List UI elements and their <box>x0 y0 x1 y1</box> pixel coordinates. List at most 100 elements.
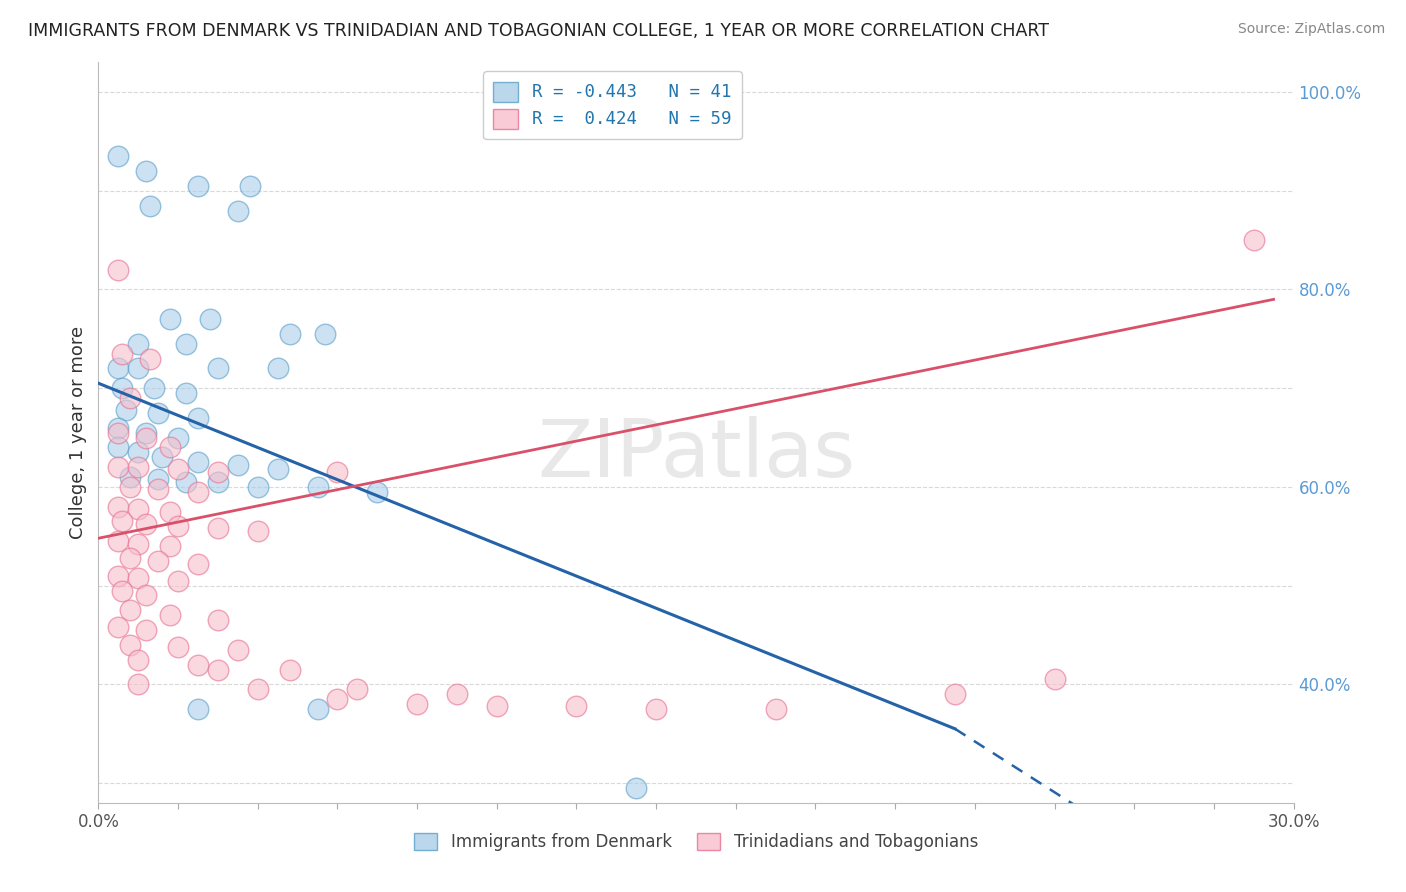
Point <box>226 458 249 473</box>
Point <box>174 386 197 401</box>
Point <box>174 336 197 351</box>
Point <box>107 361 129 376</box>
Point <box>135 425 157 440</box>
Point <box>226 642 249 657</box>
Point <box>626 780 648 795</box>
Point <box>107 500 129 514</box>
Point <box>111 381 134 395</box>
Point <box>246 682 269 697</box>
Point <box>187 484 209 499</box>
Point <box>174 475 197 489</box>
Point <box>120 638 142 652</box>
Point <box>207 613 229 627</box>
Point <box>326 465 349 479</box>
Point <box>111 583 134 598</box>
Point <box>159 505 181 519</box>
Point <box>485 699 508 714</box>
Text: ZIPatlas: ZIPatlas <box>537 416 855 494</box>
Point <box>645 702 668 716</box>
Point <box>135 164 157 178</box>
Point <box>120 551 142 566</box>
Point <box>565 699 588 714</box>
Point <box>307 480 329 494</box>
Point <box>346 682 368 697</box>
Point <box>446 687 468 701</box>
Point <box>107 460 129 475</box>
Point <box>1243 233 1265 247</box>
Point <box>115 403 138 417</box>
Point <box>207 361 229 376</box>
Point <box>120 480 142 494</box>
Point <box>267 462 290 476</box>
Point <box>127 501 149 516</box>
Point <box>107 149 129 163</box>
Point <box>187 657 209 672</box>
Point <box>148 406 170 420</box>
Point <box>120 470 142 484</box>
Point <box>127 653 149 667</box>
Point <box>159 539 181 553</box>
Point <box>127 445 149 459</box>
Legend: Immigrants from Denmark, Trinidadians and Tobagonians: Immigrants from Denmark, Trinidadians an… <box>408 826 984 857</box>
Text: IMMIGRANTS FROM DENMARK VS TRINIDADIAN AND TOBAGONIAN COLLEGE, 1 YEAR OR MORE CO: IMMIGRANTS FROM DENMARK VS TRINIDADIAN A… <box>28 22 1049 40</box>
Point <box>135 431 157 445</box>
Point <box>239 178 262 193</box>
Point <box>107 568 129 582</box>
Point <box>127 336 149 351</box>
Point <box>1043 673 1066 687</box>
Point <box>246 524 269 539</box>
Point <box>207 465 229 479</box>
Y-axis label: College, 1 year or more: College, 1 year or more <box>69 326 87 539</box>
Point <box>246 480 269 494</box>
Point <box>167 519 190 533</box>
Point <box>148 482 170 496</box>
Point <box>159 608 181 623</box>
Point <box>267 361 290 376</box>
Text: Source: ZipAtlas.com: Source: ZipAtlas.com <box>1237 22 1385 37</box>
Point <box>278 663 301 677</box>
Point <box>167 431 190 445</box>
Point <box>127 571 149 585</box>
Point <box>167 574 190 588</box>
Point <box>187 455 209 469</box>
Point <box>127 537 149 551</box>
Point <box>159 312 181 326</box>
Point <box>111 515 134 529</box>
Point <box>107 441 129 455</box>
Point <box>159 441 181 455</box>
Point <box>111 346 134 360</box>
Point <box>135 589 157 603</box>
Point <box>148 472 170 486</box>
Point <box>198 312 221 326</box>
Point <box>307 702 329 716</box>
Point <box>765 702 787 716</box>
Point <box>943 687 966 701</box>
Point <box>107 425 129 440</box>
Point <box>187 702 209 716</box>
Point <box>143 381 166 395</box>
Point <box>135 517 157 532</box>
Point <box>226 203 249 218</box>
Point <box>167 640 190 654</box>
Point <box>150 450 173 465</box>
Point <box>207 521 229 535</box>
Point <box>120 603 142 617</box>
Point <box>120 391 142 405</box>
Point <box>187 410 209 425</box>
Point <box>127 460 149 475</box>
Point <box>107 420 129 434</box>
Point <box>139 351 162 366</box>
Point <box>127 677 149 691</box>
Point <box>148 554 170 568</box>
Point <box>127 361 149 376</box>
Point <box>366 484 388 499</box>
Point <box>167 462 190 476</box>
Point <box>326 692 349 706</box>
Point <box>187 557 209 571</box>
Point <box>139 198 162 212</box>
Point <box>135 623 157 637</box>
Point <box>107 262 129 277</box>
Point <box>207 663 229 677</box>
Point <box>207 475 229 489</box>
Point <box>107 620 129 634</box>
